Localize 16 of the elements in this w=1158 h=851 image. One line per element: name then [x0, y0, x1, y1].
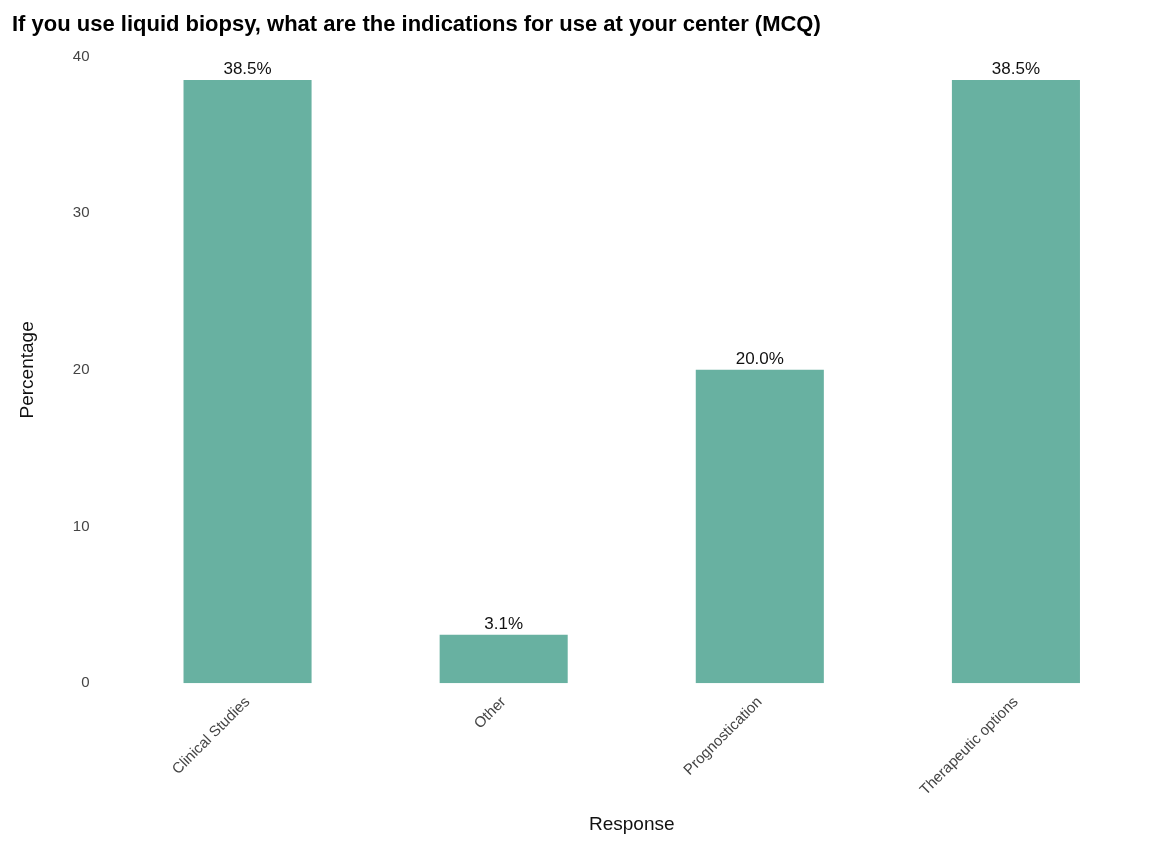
y-axis-title: Percentage: [15, 321, 37, 419]
x-axis-title: Response: [588, 812, 675, 834]
y-tick-label: 30: [72, 203, 90, 221]
y-tick-label: 20: [72, 360, 90, 377]
bar: [695, 369, 824, 684]
data-label: 38.5%: [991, 59, 1041, 79]
y-tick-label: 0: [81, 673, 90, 691]
chart-title: If you use liquid biopsy, what are the indications for use at your center (MCQ): [12, 11, 821, 37]
y-tick-label: 10: [72, 516, 90, 534]
bar: [951, 79, 1080, 684]
data-label: 38.5%: [223, 59, 272, 79]
data-label: 3.1%: [484, 613, 524, 633]
bar: [183, 79, 312, 684]
bar: [439, 634, 568, 684]
y-tick-label: 40: [72, 46, 90, 64]
data-label: 20.0%: [735, 349, 784, 369]
